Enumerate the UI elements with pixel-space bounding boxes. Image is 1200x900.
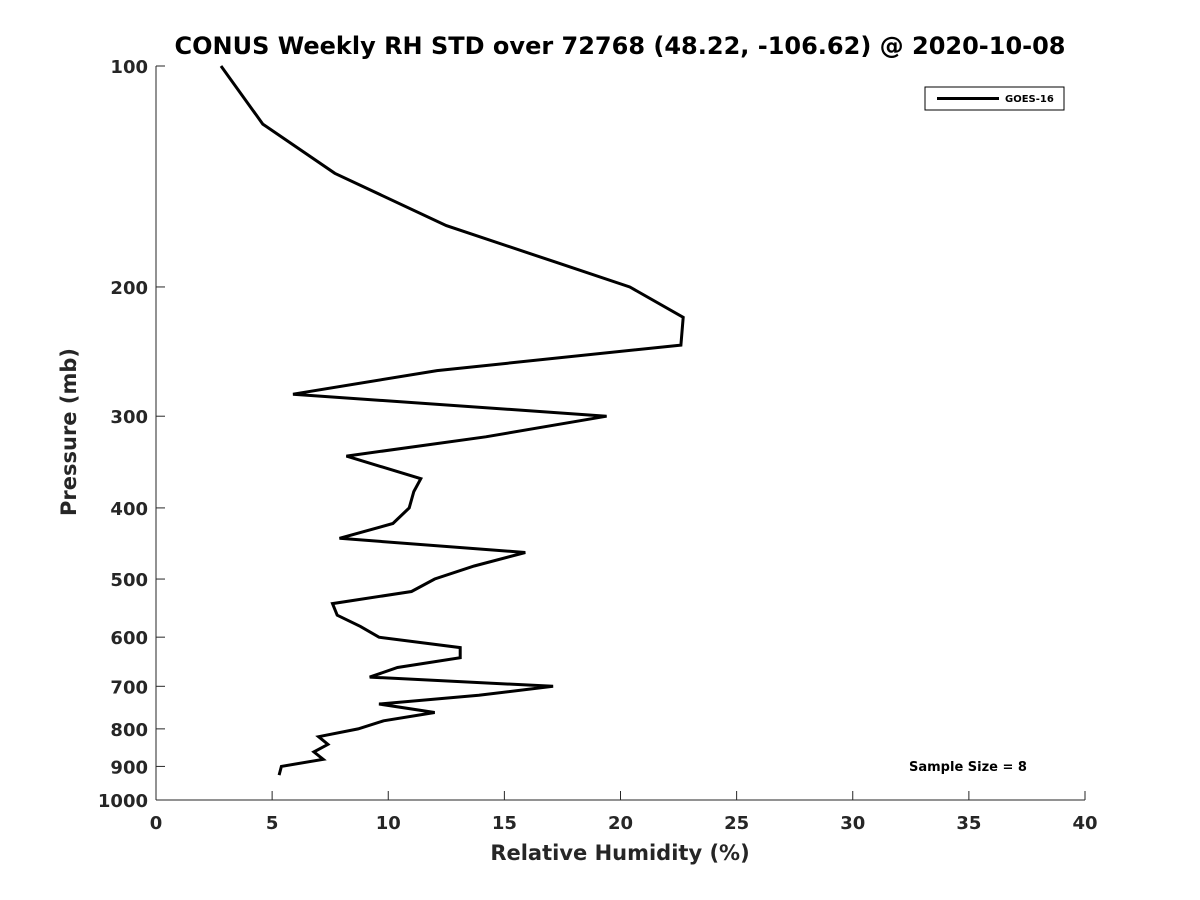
x-axis-ticks: 0 5 10 15 20 25 30 35 40 [150,791,1098,834]
legend: GOES-16 [924,86,1065,111]
y-tick-label: 100 [110,57,148,78]
y-tick-label: 200 [110,278,148,299]
x-tick-label: 0 [150,813,163,834]
x-tick-label: 40 [1072,813,1097,834]
x-axis-label: Relative Humidity (%) [490,841,749,865]
y-axis-label: Pressure (mb) [57,348,81,516]
series-line-goes-16 [219,65,685,776]
y-tick-label: 600 [110,628,148,649]
y-tick-label: 700 [110,677,148,698]
chart-title: CONUS Weekly RH STD over 72768 (48.22, -… [174,32,1065,60]
x-tick-label: 25 [724,813,749,834]
axes [155,66,1085,801]
y-tick-label: 400 [110,499,148,520]
x-tick-label: 15 [492,813,517,834]
sample-size-annotation: Sample Size = 8 [909,760,1027,775]
y-tick-label: 800 [110,720,148,741]
x-tick-label: 20 [608,813,633,834]
y-tick-label: 1000 [98,791,148,812]
y-tick-label: 300 [110,407,148,428]
x-tick-label: 30 [840,813,865,834]
x-tick-label: 35 [956,813,981,834]
x-tick-label: 5 [266,813,279,834]
series-layer [219,65,685,776]
x-tick-label: 10 [376,813,401,834]
y-tick-label: 500 [110,570,148,591]
y-axis-ticks: 100 200 300 400 500 600 700 800 900 1000 [98,57,165,812]
legend-label-goes-16: GOES-16 [1005,94,1054,105]
y-tick-label: 900 [110,757,148,778]
